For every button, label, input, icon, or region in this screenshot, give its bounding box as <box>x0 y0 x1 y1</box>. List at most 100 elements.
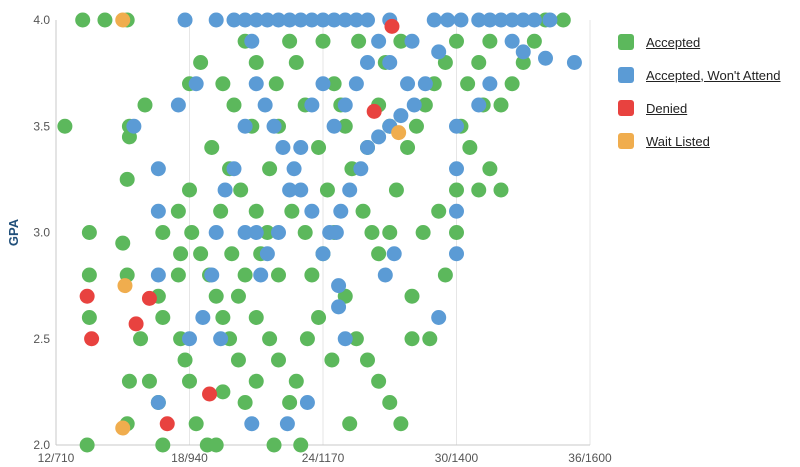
data-point-accepted-won-t-attend <box>471 12 487 28</box>
data-point-wait-listed <box>115 420 131 436</box>
data-point-accepted-won-t-attend <box>542 12 558 28</box>
data-point-accepted <box>266 437 282 453</box>
data-point-accepted <box>79 437 95 453</box>
data-point-accepted-won-t-attend <box>331 299 347 315</box>
data-point-accepted-won-t-attend <box>326 12 342 28</box>
data-point-accepted-won-t-attend <box>217 182 233 198</box>
data-point-accepted-won-t-attend <box>150 267 166 283</box>
data-point-accepted <box>271 352 286 368</box>
data-point-accepted <box>293 437 309 453</box>
legend-label-wait-listed: Wait Listed <box>646 133 710 149</box>
data-point-accepted <box>460 76 476 92</box>
data-point-accepted <box>224 246 240 262</box>
data-point-accepted-won-t-attend <box>259 12 275 28</box>
data-point-accepted-won-t-attend <box>348 76 364 92</box>
data-point-accepted-won-t-attend <box>353 161 369 177</box>
data-point-accepted <box>262 331 278 347</box>
data-point-accepted <box>184 225 200 240</box>
data-point-accepted <box>282 33 298 49</box>
data-point-accepted-won-t-attend <box>150 203 166 219</box>
y-tick-label: 3.0 <box>33 226 50 240</box>
data-point-accepted-won-t-attend <box>515 12 531 28</box>
data-point-accepted-won-t-attend <box>195 310 211 325</box>
data-point-accepted <box>297 225 313 240</box>
legend-item-wait-listed[interactable]: Wait Listed <box>618 133 781 149</box>
legend: Accepted Accepted, Won't Attend Denied W… <box>618 34 781 166</box>
data-point-accepted <box>81 225 97 240</box>
data-point-accepted <box>288 55 304 70</box>
data-point-denied <box>141 290 157 306</box>
data-point-accepted-won-t-attend <box>400 76 416 92</box>
data-point-accepted <box>137 97 153 113</box>
data-point-accepted <box>504 76 520 92</box>
data-point-accepted <box>371 373 387 389</box>
data-point-accepted-won-t-attend <box>182 331 197 347</box>
data-point-accepted-won-t-attend <box>282 182 298 198</box>
data-point-accepted <box>324 352 340 368</box>
data-point-accepted <box>170 267 186 283</box>
data-point-accepted <box>193 55 209 70</box>
data-point-accepted <box>133 331 149 347</box>
data-point-accepted <box>155 437 171 453</box>
y-tick-label: 2.5 <box>33 332 50 346</box>
data-point-accepted <box>482 161 498 177</box>
legend-item-accepted-wont-attend[interactable]: Accepted, Won't Attend <box>618 67 781 83</box>
data-points[interactable] <box>57 12 582 453</box>
data-point-accepted <box>115 235 131 251</box>
data-point-accepted <box>315 33 331 49</box>
data-point-accepted-won-t-attend <box>279 416 295 432</box>
data-point-accepted-won-t-attend <box>248 225 264 240</box>
data-point-accepted-won-t-attend <box>226 12 242 28</box>
data-point-accepted <box>262 161 278 177</box>
data-point-accepted <box>81 310 97 325</box>
data-point-accepted-won-t-attend <box>538 50 553 66</box>
data-point-denied <box>159 416 175 432</box>
data-point-accepted <box>482 33 498 49</box>
data-point-accepted-won-t-attend <box>331 278 347 294</box>
data-point-accepted <box>404 331 420 347</box>
data-point-accepted <box>271 267 286 283</box>
data-point-accepted-won-t-attend <box>417 76 433 92</box>
x-tick-label: 36/1600 <box>568 451 612 465</box>
x-tick-label: 18/940 <box>171 451 208 465</box>
data-point-accepted <box>288 373 304 389</box>
data-point-accepted-won-t-attend <box>337 97 353 113</box>
data-point-accepted-won-t-attend <box>449 246 464 262</box>
data-point-accepted-won-t-attend <box>213 331 229 347</box>
data-point-accepted-won-t-attend <box>299 395 315 410</box>
y-tick-label: 4.0 <box>33 13 50 27</box>
data-point-accepted <box>388 182 404 198</box>
data-point-accepted-won-t-attend <box>315 12 331 28</box>
data-point-accepted-won-t-attend <box>453 12 469 28</box>
data-point-accepted-won-t-attend <box>526 12 542 28</box>
y-tick-label: 3.5 <box>33 119 50 133</box>
data-point-accepted <box>237 267 253 283</box>
data-point-accepted <box>393 33 409 49</box>
data-point-accepted <box>215 384 231 400</box>
data-point-denied <box>202 386 218 402</box>
data-point-accepted-won-t-attend <box>326 118 342 134</box>
data-point-accepted-won-t-attend <box>482 12 498 28</box>
data-point-accepted-won-t-attend <box>449 118 464 134</box>
data-point-accepted <box>248 373 264 389</box>
data-point-accepted-won-t-attend <box>304 12 320 28</box>
data-point-accepted <box>237 395 253 410</box>
legend-item-denied[interactable]: Denied <box>618 100 781 116</box>
legend-swatch-accepted <box>618 34 634 50</box>
data-point-accepted <box>208 437 224 453</box>
legend-label-accepted: Accepted <box>646 34 701 50</box>
data-point-accepted <box>188 416 204 432</box>
data-point-accepted <box>97 12 113 28</box>
data-point-accepted-won-t-attend <box>150 395 166 410</box>
data-point-accepted-won-t-attend <box>515 44 531 60</box>
data-point-accepted-won-t-attend <box>406 97 422 113</box>
data-point-accepted-won-t-attend <box>286 161 302 177</box>
data-point-accepted <box>299 331 315 347</box>
data-point-accepted <box>75 12 91 28</box>
data-point-accepted-won-t-attend <box>440 12 456 28</box>
data-point-accepted <box>248 55 264 70</box>
legend-item-accepted[interactable]: Accepted <box>618 34 781 50</box>
data-point-accepted <box>382 395 398 410</box>
